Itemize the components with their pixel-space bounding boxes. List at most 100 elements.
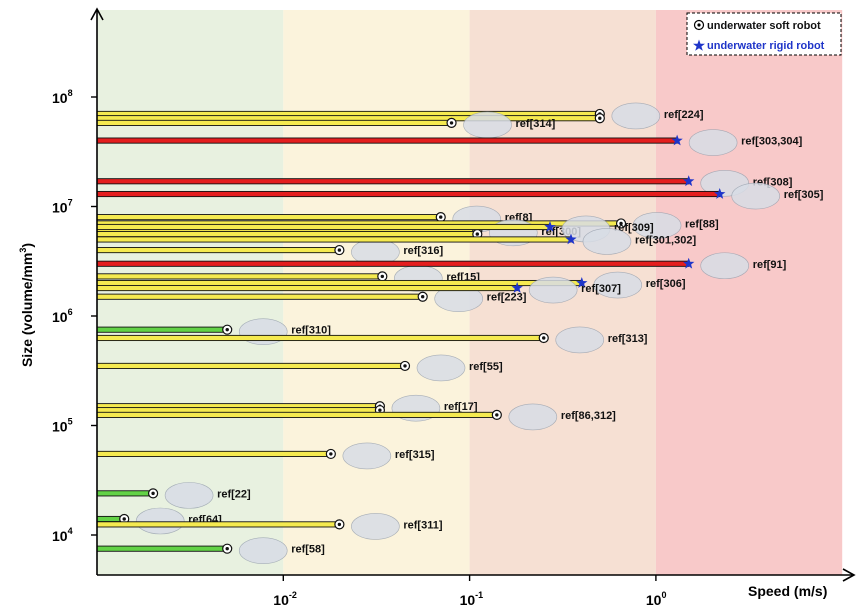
soft-robot-bar: ref[315] <box>96 442 435 470</box>
robot-thumbnail <box>164 482 214 509</box>
legend-rigid-star-icon <box>693 39 705 51</box>
ref-label: ref[303,304] <box>741 136 802 148</box>
speed-band-0 <box>97 10 284 575</box>
soft-robot-bar: ref[316] <box>96 238 443 266</box>
ref-label: ref[88] <box>685 218 719 230</box>
soft-robot-bar: ref[86,312] <box>96 403 616 431</box>
ref-label: ref[17] <box>444 401 478 413</box>
bar-rect <box>96 260 690 267</box>
soft-marker-dot <box>598 116 602 120</box>
robot-thumbnail <box>611 102 661 130</box>
axes-layer <box>90 7 856 582</box>
ref-label: ref[314] <box>516 118 556 130</box>
soft-marker-dot <box>329 452 333 456</box>
x-axis-arrow <box>842 568 856 582</box>
ref-label: ref[316] <box>403 245 443 257</box>
bar-rect <box>96 326 228 333</box>
soft-robot-bar: ref[88] <box>96 212 719 239</box>
soft-robot-bar: ref[22] <box>96 482 251 509</box>
legend-box <box>686 12 842 56</box>
bar-rect <box>96 214 442 221</box>
soft-marker-dot <box>542 336 546 340</box>
bar-rect <box>96 137 678 144</box>
soft-marker-dot <box>449 121 454 125</box>
tick-layer: 10-2 10-1 100 104 105 106 107 108 <box>52 88 666 608</box>
legend-entry-rigid: underwater rigid robot <box>693 39 825 52</box>
rigid-star-marker <box>671 134 683 146</box>
soft-robot-bar: ref[313] <box>96 326 648 354</box>
x-tick-label: 10-1 <box>460 590 484 608</box>
robot-thumbnail <box>731 182 780 210</box>
y-axis-title: Size (volume/mm3) <box>18 243 35 367</box>
ref-label: ref[301,302] <box>635 234 696 246</box>
rigid-robot-bar: ref[91] <box>96 252 787 280</box>
bar-rect <box>96 231 478 238</box>
bar-rect <box>96 545 228 552</box>
y-tick-label: 108 <box>52 88 73 106</box>
rigid-star-marker <box>565 233 577 245</box>
soft-marker-dot <box>475 232 480 236</box>
rigid-robot-bar: ref[307] <box>96 276 621 304</box>
robot-thumbnail <box>593 271 643 299</box>
bars-layer: ref[224]ref[314]ref[8]ref[88]ref[300]ref… <box>96 102 824 564</box>
soft-marker-dot <box>225 546 229 551</box>
robot-thumbnail <box>351 513 400 540</box>
ref-label: ref[307] <box>581 283 621 295</box>
speed-band-3 <box>655 10 843 575</box>
y-tick-label: 106 <box>52 307 73 325</box>
y-tick-label: 107 <box>52 198 73 216</box>
soft-marker-dot <box>420 295 425 299</box>
robot-thumbnail <box>688 129 738 156</box>
soft-marker-dot <box>225 327 229 332</box>
x-tick-label: 10-2 <box>273 590 297 608</box>
legend-soft-label: underwater soft robot <box>707 20 821 32</box>
legend-entry-soft: underwater soft robot <box>693 19 821 32</box>
ref-label: ref[58] <box>291 544 325 556</box>
bar-rect <box>96 223 551 231</box>
bar-rect <box>96 279 583 287</box>
robot-thumbnail <box>238 537 288 564</box>
soft-marker-dot <box>151 491 155 496</box>
rigid-star-marker <box>683 175 695 187</box>
rigid-star-marker <box>576 277 588 288</box>
ref-label: ref[311] <box>403 519 442 531</box>
x-axis-title: Speed (m/s) <box>748 583 827 599</box>
ref-label: ref[55] <box>469 361 503 373</box>
soft-robot-bar: ref[314] <box>96 111 556 139</box>
bar-rect <box>96 273 383 280</box>
robot-thumbnail <box>582 228 632 255</box>
y-tick-label: 105 <box>52 417 73 435</box>
robot-thumbnail <box>700 252 750 280</box>
bar-rect <box>96 450 332 457</box>
soft-marker-dot <box>378 408 382 412</box>
bar-rect <box>96 362 406 369</box>
soft-marker-dot <box>439 215 443 219</box>
ref-label: ref[305] <box>784 189 824 201</box>
bar-rect <box>96 247 340 254</box>
ref-label: ref[91] <box>753 259 787 271</box>
rigid-star-marker <box>714 188 726 199</box>
bar-rect <box>96 190 721 198</box>
ref-label: ref[310] <box>291 325 331 337</box>
soft-robot-bar: ref[311] <box>96 513 443 540</box>
robot-thumbnail <box>508 403 558 431</box>
bar-rect <box>96 521 340 528</box>
soft-robot-bar: ref[58] <box>96 537 325 564</box>
ref-label: ref[86,312] <box>561 410 616 422</box>
rigid-star-marker <box>511 282 523 293</box>
soft-marker-dot <box>403 364 407 368</box>
bar-rect <box>96 119 452 126</box>
ref-label: ref[309] <box>614 222 654 234</box>
legend: underwater soft robot underwater rigid r… <box>686 12 842 56</box>
bar-rect <box>96 490 154 497</box>
soft-robot-bar: ref[55] <box>96 354 503 382</box>
bar-rect <box>96 178 690 185</box>
ref-label: ref[22] <box>217 488 251 500</box>
rigid-star-marker <box>683 257 695 269</box>
soft-marker-dot <box>495 413 499 417</box>
robot-thumbnail <box>416 354 466 382</box>
robot-thumbnail <box>342 442 392 470</box>
soft-marker-dot <box>337 248 342 252</box>
soft-marker-dot <box>337 522 342 527</box>
x-tick-label: 100 <box>646 590 667 608</box>
